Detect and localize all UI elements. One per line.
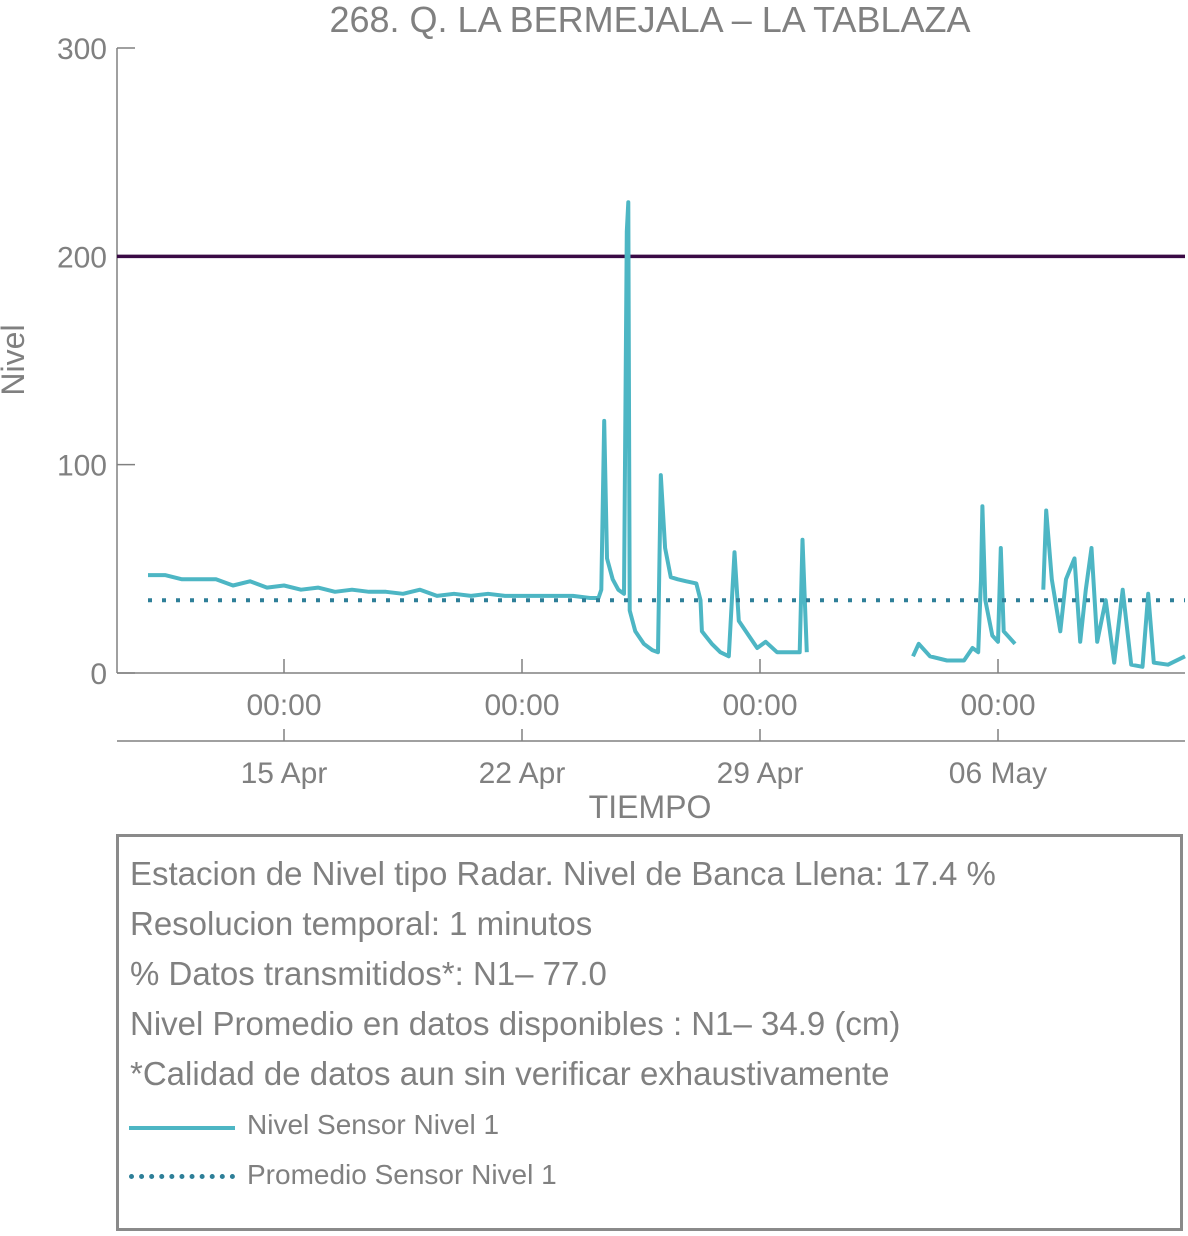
x-tick-label-date: 06 May — [949, 757, 1047, 790]
info-data-transmitted: % Datos transmitidos*: N1– 77.0 — [130, 955, 607, 992]
info-station-type: Estacion de Nivel tipo Radar. Nivel de B… — [130, 855, 996, 892]
y-tick-label: 300 — [57, 33, 107, 66]
x-ticks: 00:00 15 Apr 00:00 22 Apr 00:00 29 Apr 00:00 06… — [241, 659, 1047, 790]
legend-swatch-mean — [129, 1174, 235, 1179]
legend-item-mean: Promedio Sensor Nivel 1 — [129, 1159, 649, 1199]
info-quality-note: *Calidad de datos aun sin verificar exha… — [130, 1055, 890, 1092]
x-tick-label-date: 22 Apr — [479, 757, 566, 790]
y-tick-label: 100 — [57, 450, 107, 483]
series-level-line — [148, 200, 1186, 669]
x-tick-label-date: 15 Apr — [241, 757, 328, 790]
legend-label-level: Nivel Sensor Nivel 1 — [247, 1109, 500, 1140]
x-tick-label-date: 29 Apr — [717, 757, 804, 790]
x-tick-label-time: 00:00 — [722, 689, 797, 722]
y-tick-label: 0 — [90, 658, 107, 691]
legend-item-level: Nivel Sensor Nivel 1 — [129, 1109, 649, 1149]
level-chart: 268. Q. LA BERMEJALA – LA TABLAZA Nivel … — [0, 0, 1186, 825]
y-tick-label: 200 — [57, 241, 107, 274]
legend-swatch-level — [129, 1126, 235, 1130]
x-tick-label-time: 00:00 — [484, 689, 559, 722]
legend-label-mean: Promedio Sensor Nivel 1 — [247, 1159, 557, 1190]
plot-area — [117, 200, 1186, 669]
y-ticks: 0 100 200 300 — [57, 33, 135, 691]
x-axis-label: TIEMPO — [589, 789, 712, 825]
y-axis-label: Nivel — [0, 324, 31, 395]
info-legend-box: Estacion de Nivel tipo Radar. Nivel de B… — [116, 834, 1183, 1231]
x-tick-label-time: 00:00 — [246, 689, 321, 722]
info-resolution: Resolucion temporal: 1 minutos — [130, 905, 593, 942]
chart-title: 268. Q. LA BERMEJALA – LA TABLAZA — [329, 0, 970, 40]
x-tick-label-time: 00:00 — [960, 689, 1035, 722]
info-mean-level: Nivel Promedio en datos disponibles : N1… — [130, 1005, 901, 1042]
